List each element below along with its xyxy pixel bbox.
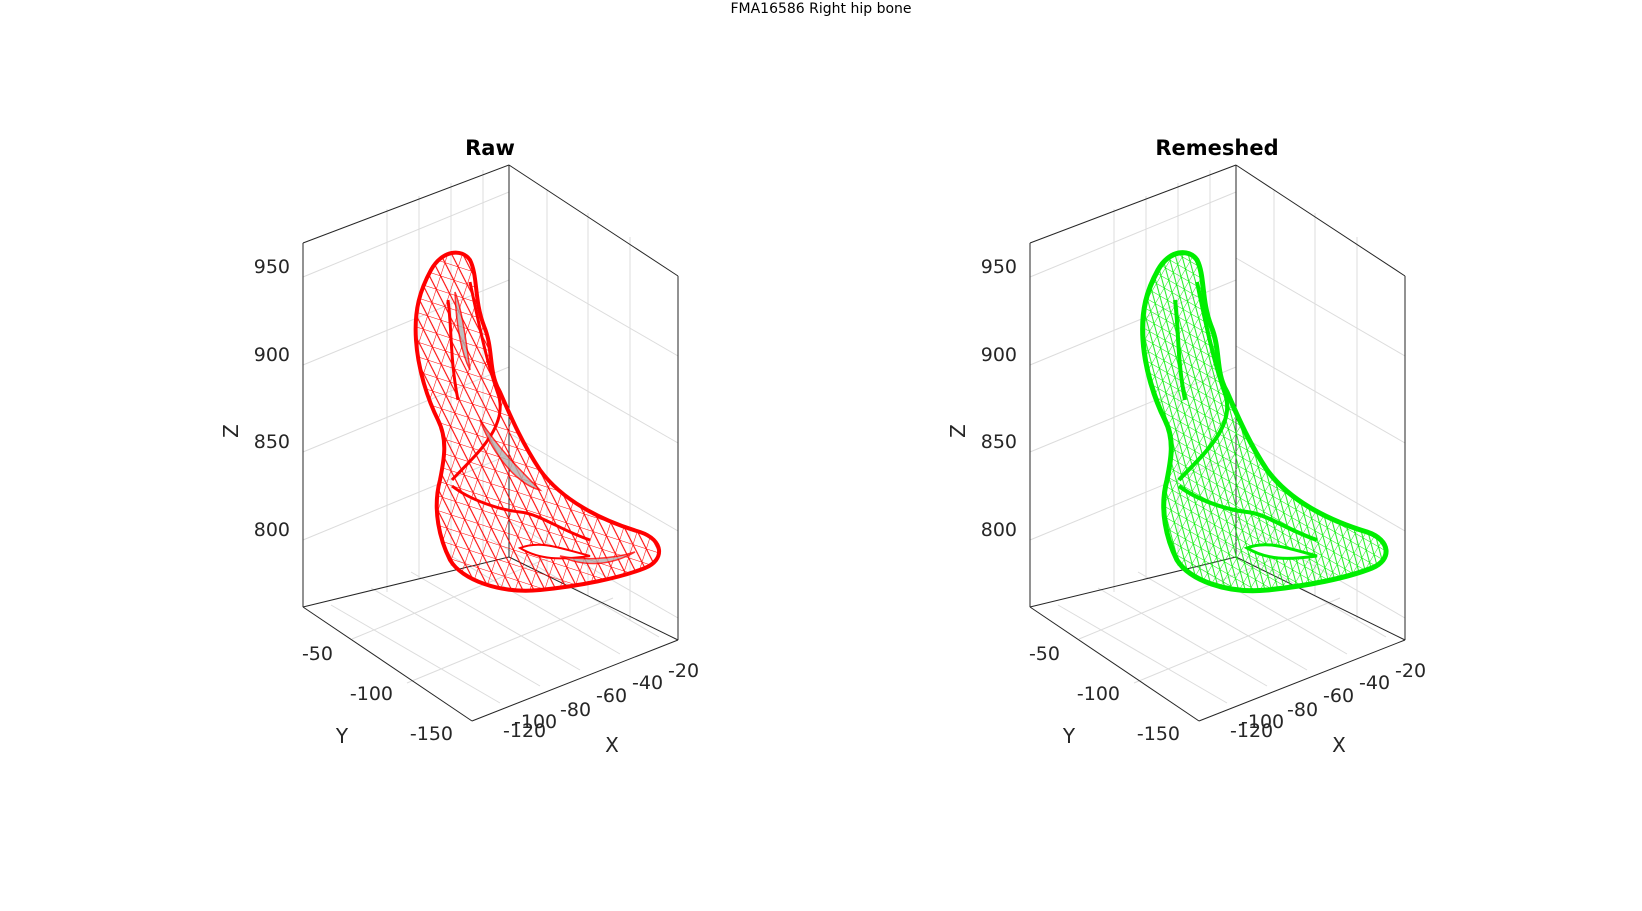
- z-tick-850-raw: 850: [254, 431, 290, 453]
- y-tick-labels-remeshed: -50 -100 -150: [1029, 643, 1180, 745]
- z-tick-900-remeshed: 900: [981, 344, 1017, 366]
- x-tick-labels-raw: -20 -40 -60 -80 -100 -120: [503, 660, 699, 742]
- x-tick-40-raw: -40: [632, 672, 663, 694]
- y-tick-100-raw: -100: [350, 683, 393, 705]
- panel-remeshed: Remeshed: [946, 136, 1426, 757]
- x-tick-100-raw: -100: [514, 711, 557, 733]
- x-tick-120-raw: -120: [503, 720, 546, 742]
- z-tick-850-remeshed: 850: [981, 431, 1017, 453]
- x-tick-40-remeshed: -40: [1359, 672, 1390, 694]
- y-tick-50-raw: -50: [302, 643, 333, 665]
- y-tick-150-raw: -150: [410, 723, 453, 745]
- panel-title-remeshed: Remeshed: [1155, 136, 1278, 160]
- panel-raw: Raw: [219, 136, 699, 757]
- x-tick-20-raw: -20: [668, 660, 699, 682]
- y-axis-label-raw: Y: [335, 724, 349, 748]
- z-axis-label-raw: Z: [219, 424, 243, 438]
- x-tick-60-raw: -60: [596, 685, 627, 707]
- x-tick-20-remeshed: -20: [1395, 660, 1426, 682]
- y-axis-label-remeshed: Y: [1062, 724, 1076, 748]
- z-tick-950-raw: 950: [254, 256, 290, 278]
- x-tick-100-remeshed: -100: [1241, 711, 1284, 733]
- axes-box-raw: [302, 164, 679, 722]
- x-tick-80-remeshed: -80: [1287, 699, 1318, 721]
- x-tick-labels-remeshed: -20 -40 -60 -80 -100 -120: [1230, 660, 1426, 742]
- y-tick-labels-raw: -50 -100 -150: [302, 643, 453, 745]
- z-tick-labels-raw: 950 900 850 800: [254, 256, 290, 541]
- z-axis-label-remeshed: Z: [946, 424, 970, 438]
- x-tick-80-raw: -80: [560, 699, 591, 721]
- bone-mesh-raw: [413, 250, 662, 593]
- z-tick-800-remeshed: 800: [981, 519, 1017, 541]
- panel-title-raw: Raw: [465, 136, 515, 160]
- x-axis-label-raw: X: [605, 733, 619, 757]
- z-tick-labels-remeshed: 950 900 850 800: [981, 256, 1017, 541]
- y-tick-150-remeshed: -150: [1137, 723, 1180, 745]
- x-tick-60-remeshed: -60: [1323, 685, 1354, 707]
- z-tick-900-raw: 900: [254, 344, 290, 366]
- y-tick-100-remeshed: -100: [1077, 683, 1120, 705]
- x-tick-120-remeshed: -120: [1230, 720, 1273, 742]
- bone-mesh-remeshed: [1140, 250, 1389, 594]
- z-tick-950-remeshed: 950: [981, 256, 1017, 278]
- z-tick-800-raw: 800: [254, 519, 290, 541]
- y-tick-50-remeshed: -50: [1029, 643, 1060, 665]
- x-axis-label-remeshed: X: [1332, 733, 1346, 757]
- figure-title: FMA16586 Right hip bone: [730, 1, 911, 17]
